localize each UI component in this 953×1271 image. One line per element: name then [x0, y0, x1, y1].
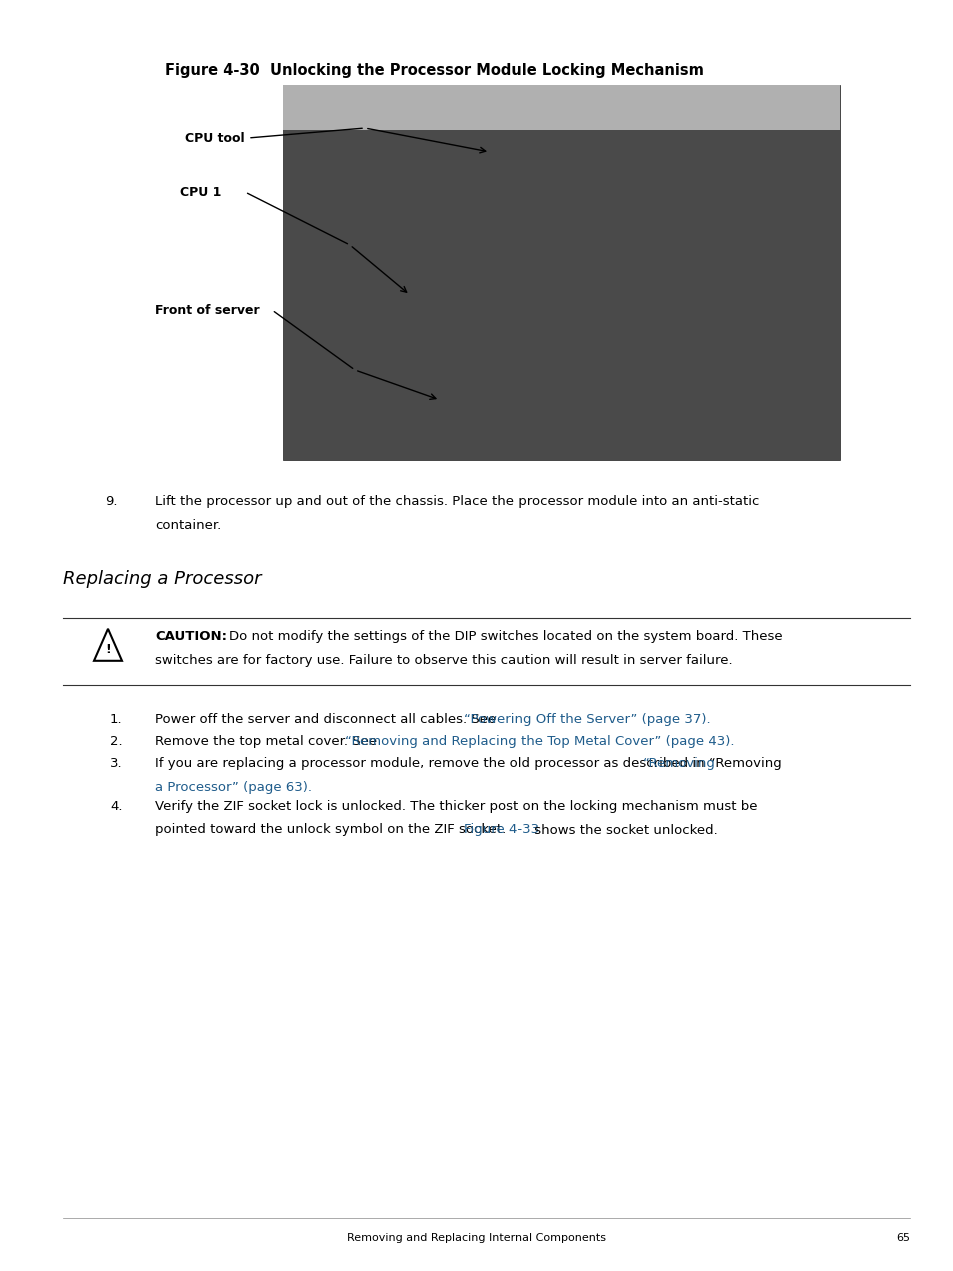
Text: Lift the processor up and out of the chassis. Place the processor module into an: Lift the processor up and out of the cha… [154, 494, 759, 508]
Text: pointed toward the unlock symbol on the ZIF socket.: pointed toward the unlock symbol on the … [154, 824, 510, 836]
Text: Do not modify the settings of the DIP switches located on the system board. Thes: Do not modify the settings of the DIP sw… [229, 630, 781, 643]
Text: “Powering Off the Server” (page 37).: “Powering Off the Server” (page 37). [464, 713, 710, 726]
Polygon shape [94, 629, 122, 661]
Text: CAUTION:: CAUTION: [154, 630, 227, 643]
Text: !: ! [105, 643, 111, 656]
Text: Replacing a Processor: Replacing a Processor [63, 569, 261, 588]
Text: 2.: 2. [110, 735, 123, 749]
Text: 1.: 1. [110, 713, 123, 726]
Text: Figure 4-30  Unlocking the Processor Module Locking Mechanism: Figure 4-30 Unlocking the Processor Modu… [165, 64, 703, 78]
Text: 65: 65 [895, 1233, 909, 1243]
Text: Removing and Replacing Internal Components: Removing and Replacing Internal Componen… [347, 1233, 606, 1243]
Text: Power off the server and disconnect all cables. See: Power off the server and disconnect all … [154, 713, 500, 726]
Text: If you are replacing a processor module, remove the old processor as described i: If you are replacing a processor module,… [154, 758, 781, 770]
Text: Front of server: Front of server [154, 304, 259, 316]
Text: shows the socket unlocked.: shows the socket unlocked. [529, 824, 717, 836]
Text: switches are for factory use. Failure to observe this caution will result in ser: switches are for factory use. Failure to… [154, 655, 732, 667]
Text: CPU 1: CPU 1 [180, 186, 221, 198]
Text: 4.: 4. [110, 799, 122, 813]
Bar [283, 85, 840, 130]
Text: Remove the top metal cover. See: Remove the top metal cover. See [154, 735, 381, 749]
Text: container.: container. [154, 519, 221, 533]
Text: Verify the ZIF socket lock is unlocked. The thicker post on the locking mechanis: Verify the ZIF socket lock is unlocked. … [154, 799, 757, 813]
Text: Figure 4-33: Figure 4-33 [464, 824, 539, 836]
Text: 3.: 3. [110, 758, 123, 770]
Text: CPU tool: CPU tool [185, 131, 244, 145]
Text: 9.: 9. [105, 494, 117, 508]
Text: a Processor” (page 63).: a Processor” (page 63). [154, 780, 312, 793]
Text: “Removing and Replacing the Top Metal Cover” (page 43).: “Removing and Replacing the Top Metal Co… [345, 735, 734, 749]
Bar [283, 85, 840, 460]
Text: “Removing: “Removing [642, 758, 715, 770]
